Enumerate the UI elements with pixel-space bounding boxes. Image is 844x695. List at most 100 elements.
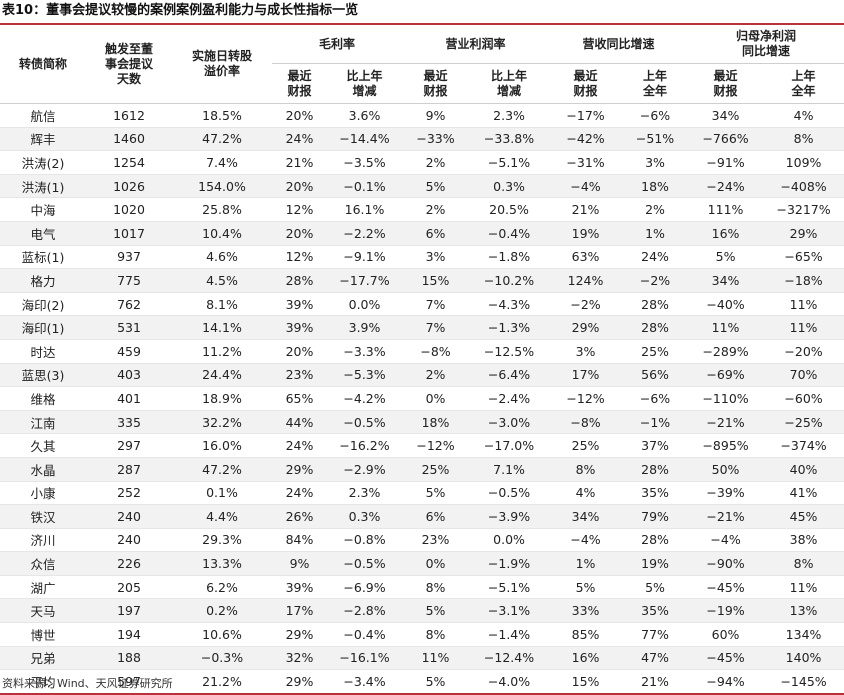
subheader-recent-report: 最近 财报 (402, 63, 470, 104)
table-row: 兄弟 188 −0.3% 32% −16.1% 11% −12.4% 16% 47% −45% 14… (0, 646, 844, 671)
np-growth-recent: −4% (688, 528, 764, 553)
op-margin-recent: 5% (402, 174, 470, 199)
table-row: 湖广 205 6.2% 39% −6.9% 8% −5.1% 5% 5% −45% 11% (0, 575, 844, 600)
rev-growth-recent: 15% (549, 669, 623, 695)
premium-cell: 18.9% (172, 386, 272, 411)
rev-growth-full-year: 2% (622, 197, 689, 222)
gross-margin-change: −17.7% (327, 268, 403, 293)
rev-growth-full-year: 18% (622, 174, 689, 199)
bond-name: 铁汉 (0, 504, 86, 529)
rev-growth-full-year: 37% (622, 433, 689, 458)
gross-margin-change: −0.5% (327, 410, 403, 435)
bond-name: 蓝思(3) (0, 363, 86, 388)
subheader-recent-report: 最近 财报 (688, 63, 764, 104)
op-margin-recent: 0% (402, 551, 470, 576)
bond-name: 江南 (0, 410, 86, 435)
op-margin-recent: 6% (402, 221, 470, 246)
np-growth-full-year: −60% (763, 386, 844, 411)
days-cell: 937 (86, 245, 172, 270)
gross-margin-change: −3.5% (327, 150, 403, 175)
premium-cell: 16.0% (172, 433, 272, 458)
rev-growth-recent: −31% (549, 150, 623, 175)
gross-margin-change: 0.0% (327, 292, 403, 317)
gross-margin-change: −16.2% (327, 433, 403, 458)
rev-growth-recent: 25% (549, 433, 623, 458)
rev-growth-full-year: 24% (622, 245, 689, 270)
np-growth-full-year: 11% (763, 292, 844, 317)
rev-growth-full-year: 5% (622, 575, 689, 600)
np-growth-recent: −45% (688, 575, 764, 600)
bond-name: 湖广 (0, 575, 86, 600)
op-margin-change: 2.3% (469, 103, 550, 128)
gross-margin-recent: 9% (272, 551, 327, 576)
op-margin-recent: 8% (402, 622, 470, 647)
op-margin-recent: 2% (402, 197, 470, 222)
gross-margin-change: −5.3% (327, 363, 403, 388)
rev-growth-recent: 19% (549, 221, 623, 246)
bond-name: 维格 (0, 386, 86, 411)
table-body: 航信 1612 18.5% 20% 3.6% 9% 2.3% −17% −6% 34% 4% 辉丰 14… (0, 103, 844, 695)
premium-cell: 47.2% (172, 457, 272, 482)
np-growth-full-year: 38% (763, 528, 844, 553)
op-margin-change: 7.1% (469, 457, 550, 482)
gross-margin-recent: 20% (272, 339, 327, 364)
op-margin-recent: 2% (402, 363, 470, 388)
np-growth-recent: 50% (688, 457, 764, 482)
header-days: 触发至董 事会提议 天数 (86, 25, 172, 104)
table-row: 中海 1020 25.8% 12% 16.1% 2% 20.5% 21% 2% 111% −3217… (0, 197, 844, 222)
table-row: 洪涛(1) 1026 154.0% 20% −0.1% 5% 0.3% −4% 18% −24% −… (0, 174, 844, 199)
premium-cell: 11.2% (172, 339, 272, 364)
op-margin-change: −3.1% (469, 598, 550, 624)
subheader-recent-report: 最近 财报 (272, 63, 327, 104)
op-margin-change: −1.8% (469, 245, 550, 270)
table-row: 江南 335 32.2% 44% −0.5% 18% −3.0% −8% −1% −21% −25% (0, 410, 844, 435)
gross-margin-recent: 24% (272, 433, 327, 458)
days-cell: 1020 (86, 197, 172, 222)
table-row: 小康 252 0.1% 24% 2.3% 5% −0.5% 4% 35% −39% 41% (0, 481, 844, 506)
op-margin-recent: 7% (402, 315, 470, 340)
premium-cell: 0.1% (172, 481, 272, 506)
np-growth-recent: −90% (688, 551, 764, 576)
op-margin-recent: 2% (402, 150, 470, 175)
header-gross-margin: 毛利率 (272, 25, 403, 64)
rev-growth-recent: 3% (549, 339, 623, 364)
gross-margin-recent: 20% (272, 221, 327, 246)
gross-margin-change: −3.3% (327, 339, 403, 364)
op-margin-change: −6.4% (469, 363, 550, 388)
op-margin-recent: 6% (402, 504, 470, 529)
subheader-recent-report: 最近 财报 (549, 63, 623, 104)
op-margin-change: −5.1% (469, 575, 550, 600)
np-growth-recent: 16% (688, 221, 764, 246)
rev-growth-full-year: −6% (622, 386, 689, 411)
gross-margin-recent: 39% (272, 315, 327, 340)
bond-name: 海印(1) (0, 315, 86, 340)
np-growth-full-year: 109% (763, 150, 844, 175)
gross-margin-recent: 39% (272, 292, 327, 317)
premium-cell: 10.4% (172, 221, 272, 246)
op-margin-change: −1.4% (469, 622, 550, 647)
op-margin-change: −4.0% (469, 669, 550, 695)
title-rule (0, 23, 844, 25)
op-margin-change: 0.0% (469, 528, 550, 553)
np-growth-recent: 5% (688, 245, 764, 270)
bond-name: 辉丰 (0, 127, 86, 152)
np-growth-full-year: 4% (763, 103, 844, 128)
premium-cell: 25.8% (172, 197, 272, 222)
op-margin-change: −3.0% (469, 410, 550, 435)
table-row: 海印(1) 531 14.1% 39% 3.9% 7% −1.3% 29% 28% 11% 11% (0, 315, 844, 340)
rev-growth-full-year: 28% (622, 315, 689, 340)
header-np-growth: 归母净利润 同比增速 (688, 25, 844, 64)
table-row: 水晶 287 47.2% 29% −2.9% 25% 7.1% 8% 28% 50% 40% (0, 457, 844, 482)
rev-growth-full-year: −1% (622, 410, 689, 435)
gross-margin-recent: 12% (272, 245, 327, 270)
days-cell: 297 (86, 433, 172, 458)
rev-growth-recent: 29% (549, 315, 623, 340)
gross-margin-change: 3.9% (327, 315, 403, 340)
gross-margin-change: −0.1% (327, 174, 403, 199)
premium-cell: 4.4% (172, 504, 272, 529)
rev-growth-full-year: 56% (622, 363, 689, 388)
gross-margin-recent: 29% (272, 669, 327, 695)
subheader-yoy-change: 比上年 增减 (327, 63, 403, 104)
bond-name: 海印(2) (0, 292, 86, 317)
op-margin-change: −4.3% (469, 292, 550, 317)
